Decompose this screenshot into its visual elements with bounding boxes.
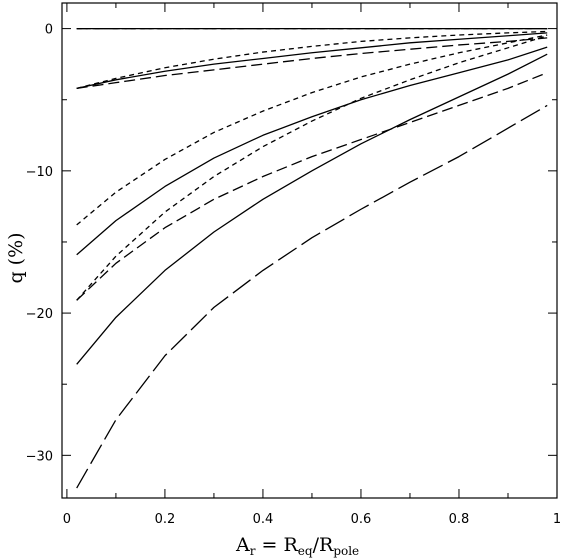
- x-axis-title-pole-sub: pole: [333, 544, 359, 558]
- x-tick-label: 0.8: [449, 512, 470, 527]
- ticks-layer: 0 0.2 0.4 0.6 0.8 1 0 −10 −20 −30: [26, 3, 561, 527]
- x-tick-label: 0.6: [351, 512, 372, 527]
- x-tick-label: 1: [553, 512, 561, 527]
- y-tick-label: −20: [26, 307, 53, 322]
- y-tick-label: −10: [26, 165, 53, 180]
- series-line-4: [76, 32, 548, 89]
- y-tick-label: 0: [45, 23, 53, 38]
- series-line-6: [76, 30, 548, 89]
- series-layer: [76, 27, 548, 489]
- x-axis-title: Ar = Req/Rpole: [235, 534, 359, 558]
- y-tick-label: −30: [26, 449, 53, 464]
- x-axis-title-main: A: [235, 534, 250, 556]
- series-line-8: [76, 34, 548, 226]
- series-line-5: [76, 37, 548, 89]
- x-tick-label: 0.2: [155, 512, 176, 527]
- series-line-7: [76, 46, 548, 256]
- x-tick-label: 0.4: [253, 512, 274, 527]
- x-axis-title-eq-sub: eq: [298, 544, 313, 558]
- y-axis-title: q (%): [5, 232, 27, 283]
- x-axis-title-slash: /R: [313, 534, 334, 556]
- plot-frame: [61, 2, 558, 499]
- x-axis-title-main-sub: r: [250, 544, 256, 558]
- series-line-10: [76, 35, 548, 301]
- series-line-9: [76, 72, 548, 301]
- x-tick-label: 0: [63, 512, 71, 527]
- series-line-11: [76, 53, 548, 365]
- series-line-12: [76, 104, 548, 489]
- x-axis-title-eq: = R: [255, 534, 298, 556]
